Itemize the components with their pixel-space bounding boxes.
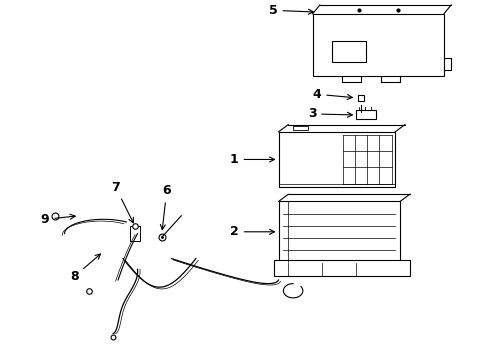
FancyBboxPatch shape — [356, 111, 375, 119]
FancyBboxPatch shape — [273, 260, 409, 276]
Text: 8: 8 — [70, 254, 100, 283]
Text: 3: 3 — [307, 107, 351, 120]
Text: 1: 1 — [229, 153, 274, 166]
Text: 4: 4 — [312, 88, 352, 101]
FancyBboxPatch shape — [292, 126, 307, 130]
Text: 2: 2 — [229, 225, 274, 238]
FancyBboxPatch shape — [312, 14, 443, 76]
FancyBboxPatch shape — [130, 226, 140, 241]
Text: 6: 6 — [160, 184, 171, 230]
FancyBboxPatch shape — [278, 132, 394, 187]
Text: 5: 5 — [268, 4, 313, 17]
Text: 7: 7 — [111, 181, 133, 223]
FancyBboxPatch shape — [331, 41, 366, 62]
Text: 9: 9 — [41, 213, 75, 226]
FancyBboxPatch shape — [278, 202, 399, 262]
